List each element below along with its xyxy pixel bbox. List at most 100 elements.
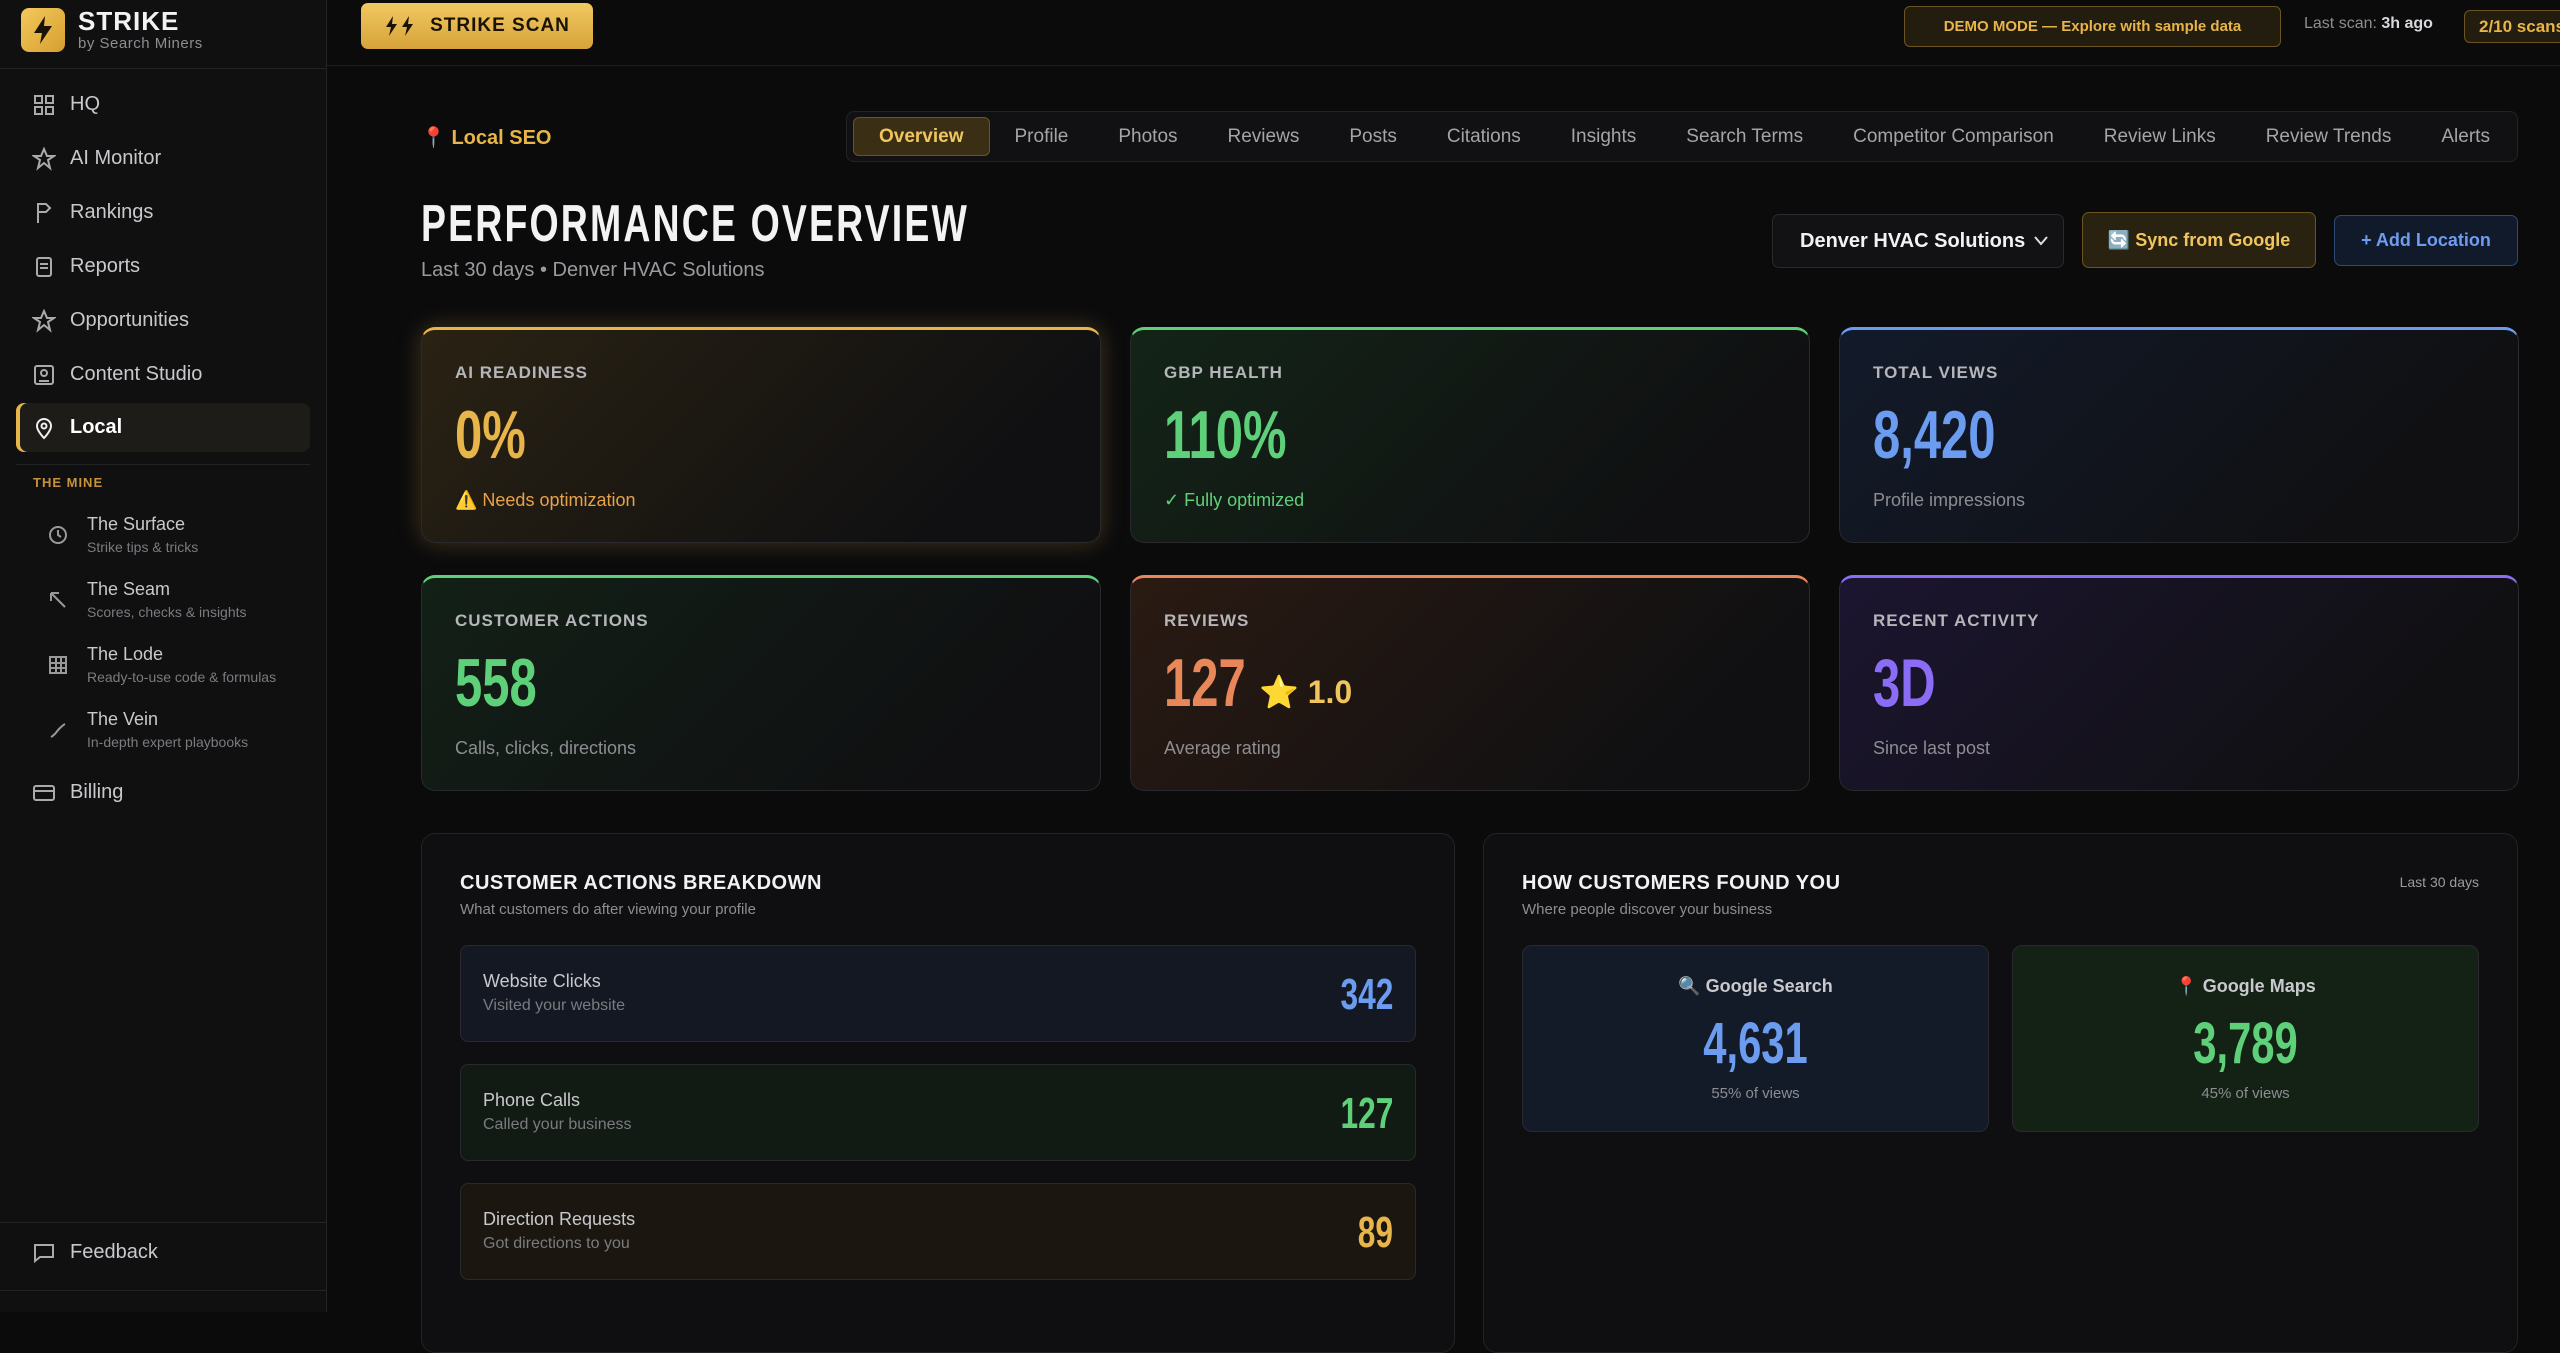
tab[interactable]: Insights xyxy=(1570,125,1637,147)
mine-sub: In-depth expert playbooks xyxy=(87,734,249,750)
mine-item[interactable]: The Vein In-depth expert playbooks xyxy=(33,709,313,767)
source-label: 🔍 Google Search xyxy=(1678,976,1833,996)
scan-counter: 2/10 scans xyxy=(2464,10,2560,43)
nav-label: Opportunities xyxy=(70,309,189,331)
divider xyxy=(16,464,310,465)
source-card: 🔍 Google Search 4,631 55% of views xyxy=(1522,945,1989,1132)
mine-title: The Vein xyxy=(87,709,159,729)
source-card: 📍 Google Maps 3,789 45% of views xyxy=(2012,945,2479,1132)
mine-title: The Lode xyxy=(87,644,164,664)
page-title: PERFORMANCE OVERVIEW xyxy=(421,195,970,253)
source-value: 3,789 xyxy=(2193,1011,2298,1076)
mine-sub: Strike tips & tricks xyxy=(87,539,199,555)
tab[interactable]: Review Trends xyxy=(2265,125,2392,147)
nav-label: Reports xyxy=(70,255,141,277)
row-label: Direction Requests xyxy=(483,1209,636,1229)
scan-button[interactable]: STRIKE SCAN xyxy=(361,3,593,49)
mine-sub: Ready-to-use code & formulas xyxy=(87,669,277,685)
tab[interactable]: Profile xyxy=(1014,125,1069,147)
row-value: 127 xyxy=(1340,1089,1393,1138)
card-note: ⚠️ Needs optimization xyxy=(455,490,636,510)
source-share: 45% of views xyxy=(2201,1085,2290,1102)
nav-label: HQ xyxy=(70,93,100,115)
scan-label: STRIKE SCAN xyxy=(430,15,570,36)
nav-item[interactable]: Opportunities xyxy=(16,296,310,345)
row-label: Website Clicks xyxy=(483,971,601,991)
last-scan-value: 3h ago xyxy=(2381,15,2433,32)
card-label: AI READINESS xyxy=(455,363,588,382)
mine-sub: Scores, checks & insights xyxy=(87,604,247,620)
tab[interactable]: Competitor Comparison xyxy=(1853,125,2054,147)
card-value: 558 xyxy=(455,645,537,721)
page-subtitle: Last 30 days • Denver HVAC Solutions xyxy=(421,259,765,281)
add-location-button[interactable]: + Add Location xyxy=(2334,215,2518,266)
nav-item[interactable]: Content Studio xyxy=(16,350,310,399)
tab[interactable]: Posts xyxy=(1349,125,1397,147)
stat-card: TOTAL VIEWS 8,420 Profile impressions xyxy=(1839,327,2519,543)
nav-item[interactable]: Billing xyxy=(16,768,310,817)
card-note: Average rating xyxy=(1164,738,1281,758)
mine-item[interactable]: The Lode Ready-to-use code & formulas xyxy=(33,644,313,702)
panel-subtitle: What customers do after viewing your pro… xyxy=(460,901,756,918)
divider xyxy=(0,1290,327,1291)
row-value: 89 xyxy=(1357,1208,1393,1257)
card-value: 8,420 xyxy=(1873,397,1996,473)
tab[interactable]: Photos xyxy=(1118,125,1178,147)
card-value: 3D xyxy=(1873,645,1936,721)
action-row: Website Clicks Visited your website 342 xyxy=(460,945,1416,1042)
stat-card: RECENT ACTIVITY 3D Since last post xyxy=(1839,575,2519,791)
mine-item[interactable]: The Surface Strike tips & tricks xyxy=(33,514,313,572)
location-select[interactable]: Denver HVAC Solutions xyxy=(1772,214,2064,268)
card-note: Since last post xyxy=(1873,738,1991,758)
tab[interactable]: Search Terms xyxy=(1686,125,1804,147)
tab[interactable]: Review Links xyxy=(2103,125,2216,147)
source-value: 4,631 xyxy=(1703,1011,1808,1076)
action-row: Direction Requests Got directions to you 8… xyxy=(460,1183,1416,1280)
source-label: 📍 Google Maps xyxy=(2175,976,2316,996)
stat-card: REVIEWS 127 ⭐ 1.0 Average rating xyxy=(1130,575,1810,791)
card-label: GBP HEALTH xyxy=(1164,363,1283,382)
row-sub: Got directions to you xyxy=(483,1235,630,1252)
card-note: ✓ Fully optimized xyxy=(1164,490,1305,510)
nav-item[interactable]: Rankings xyxy=(16,188,310,237)
nav-label: Billing xyxy=(70,781,124,803)
stat-card: AI READINESS 0% ⚠️ Needs optimization xyxy=(421,327,1101,543)
card-value: 110% xyxy=(1164,397,1287,473)
last-scan: Last scan: 3h ago xyxy=(2304,15,2433,33)
panel-subtitle: Where people discover your business xyxy=(1522,901,1773,918)
card-label: REVIEWS xyxy=(1164,611,1250,630)
card-value: 127 xyxy=(1164,645,1246,721)
tab-bar: Overview Profile Photos Reviews Posts Citatio… xyxy=(846,111,2518,162)
sync-button[interactable]: 🔄 Sync from Google xyxy=(2082,212,2316,268)
source-share: 55% of views xyxy=(1711,1085,1800,1102)
brand: STRIKE xyxy=(78,6,180,36)
divider xyxy=(0,68,327,69)
card-rating: ⭐ 1.0 xyxy=(1259,674,1353,710)
logo[interactable] xyxy=(21,8,65,52)
nav-item[interactable]: AI Monitor xyxy=(16,134,310,183)
card-label: TOTAL VIEWS xyxy=(1873,363,1999,382)
tab[interactable]: Alerts xyxy=(2441,125,2490,147)
stat-card: CUSTOMER ACTIONS 558 Calls, clicks, direct… xyxy=(421,575,1101,791)
tab[interactable]: Overview xyxy=(853,117,990,156)
nav-item[interactable]: Local xyxy=(16,403,310,452)
tab[interactable]: Citations xyxy=(1446,125,1521,147)
nav-item[interactable]: HQ xyxy=(16,80,310,129)
nav-item[interactable]: Reports xyxy=(16,242,310,291)
card-label: RECENT ACTIVITY xyxy=(1873,611,2040,630)
mine-title: The Seam xyxy=(87,579,171,599)
sidebar: STRIKE by Search Miners HQ AI Monitor Ra… xyxy=(0,0,327,1312)
action-row: Phone Calls Called your business 127 xyxy=(460,1064,1416,1161)
nav-label: Local xyxy=(70,416,123,438)
nav-label: Feedback xyxy=(70,1241,158,1263)
demo-badge: DEMO MODE — Explore with sample data xyxy=(1904,6,2281,47)
tab[interactable]: Reviews xyxy=(1227,125,1300,147)
panel-title: HOW CUSTOMERS FOUND YOU xyxy=(1522,872,1841,894)
mine-item[interactable]: The Seam Scores, checks & insights xyxy=(33,579,313,637)
mine-title: The Surface xyxy=(87,514,186,534)
feedback[interactable]: Feedback xyxy=(16,1228,310,1277)
card-note: Profile impressions xyxy=(1873,490,2026,510)
card-value: 0% xyxy=(455,397,526,473)
row-label: Phone Calls xyxy=(483,1090,581,1110)
